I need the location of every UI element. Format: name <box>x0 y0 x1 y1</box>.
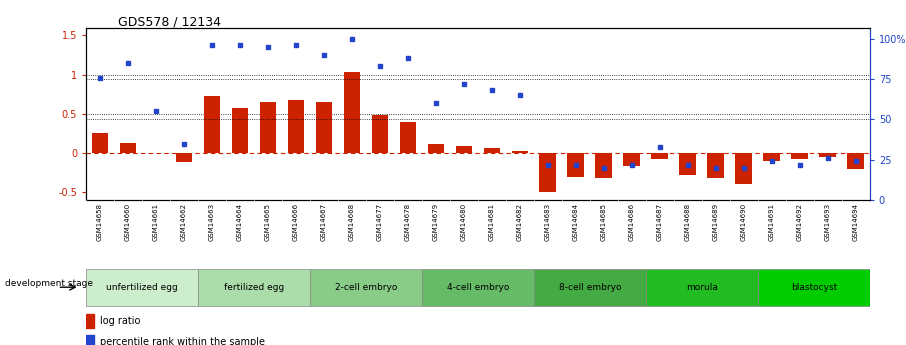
Bar <box>847 153 864 169</box>
Bar <box>428 144 444 153</box>
Bar <box>456 146 472 153</box>
Bar <box>400 122 417 153</box>
Bar <box>791 153 808 159</box>
Bar <box>176 153 192 162</box>
Bar <box>198 268 310 306</box>
Bar <box>819 153 836 157</box>
Bar <box>595 153 612 178</box>
Bar <box>646 268 757 306</box>
Bar <box>92 133 109 153</box>
Bar <box>260 102 276 153</box>
Bar <box>120 143 137 153</box>
Bar <box>764 153 780 161</box>
Bar <box>708 153 724 178</box>
Bar <box>86 268 198 306</box>
Bar <box>539 153 556 192</box>
Bar <box>310 268 422 306</box>
Text: log ratio: log ratio <box>101 316 140 326</box>
Text: unfertilized egg: unfertilized egg <box>106 283 178 292</box>
Text: morula: morula <box>686 283 718 292</box>
Bar <box>484 148 500 153</box>
Bar <box>371 116 389 153</box>
Bar <box>86 314 94 328</box>
Bar <box>567 153 584 177</box>
Text: 8-cell embryo: 8-cell embryo <box>559 283 622 292</box>
Bar <box>757 268 870 306</box>
Bar <box>534 268 646 306</box>
Text: fertilized egg: fertilized egg <box>224 283 284 292</box>
Bar <box>86 335 94 345</box>
Bar <box>623 153 641 166</box>
Bar <box>287 100 304 153</box>
Bar <box>232 108 248 153</box>
Text: 4-cell embryo: 4-cell embryo <box>447 283 509 292</box>
Bar <box>680 153 696 175</box>
Text: 2-cell embryo: 2-cell embryo <box>335 283 397 292</box>
Text: percentile rank within the sample: percentile rank within the sample <box>101 336 265 345</box>
Bar <box>204 96 220 153</box>
Bar <box>651 153 669 159</box>
Bar <box>343 72 361 153</box>
Text: development stage: development stage <box>5 279 92 288</box>
Bar <box>315 102 333 153</box>
Text: blastocyst: blastocyst <box>791 283 837 292</box>
Bar <box>422 268 534 306</box>
Text: GDS578 / 12134: GDS578 / 12134 <box>118 16 221 29</box>
Bar <box>512 151 528 153</box>
Bar <box>736 153 752 185</box>
